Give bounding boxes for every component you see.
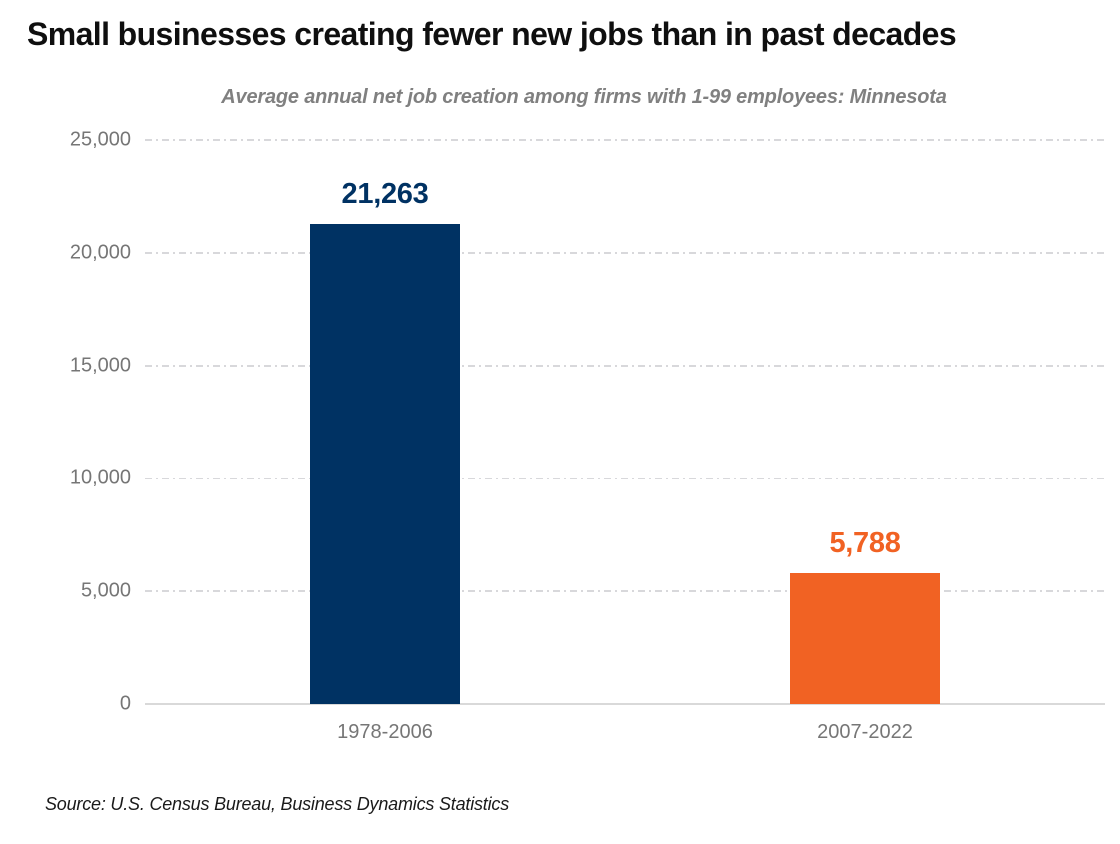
value-label-1978-2006: 21,263 [341, 178, 429, 211]
gridline [145, 590, 1105, 593]
y-tick-label: 0 [119, 692, 131, 715]
y-tick-label: 5,000 [80, 579, 131, 602]
bar-1978-2006 [310, 224, 460, 704]
source-note: Source: U.S. Census Bureau, Business Dyn… [45, 794, 509, 814]
x-tick-label-1978-2006: 1978-2006 [337, 721, 433, 743]
chart-subtitle: Average annual net job creation among fi… [221, 86, 947, 108]
y-tick-label: 20,000 [69, 241, 131, 264]
value-label-2007-2022: 5,788 [829, 527, 901, 560]
x-tick-label-2007-2022: 2007-2022 [817, 721, 913, 743]
y-tick-label: 15,000 [69, 354, 131, 377]
plot-area: 21,263 1978-2006 5,788 2007-2022 [145, 139, 1105, 743]
y-tick-label: 10,000 [69, 466, 131, 489]
gridline [145, 477, 1105, 480]
gridline [145, 364, 1105, 367]
bar-2007-2022 [790, 573, 940, 704]
chart-title: Small businesses creating fewer new jobs… [27, 16, 957, 52]
gridline [145, 251, 1105, 254]
y-tick-label: 25,000 [69, 128, 131, 151]
y-axis: 0 5,000 10,000 15,000 20,000 25,000 [0, 129, 131, 715]
x-axis-baseline [145, 703, 1105, 705]
gridline [145, 139, 1105, 141]
